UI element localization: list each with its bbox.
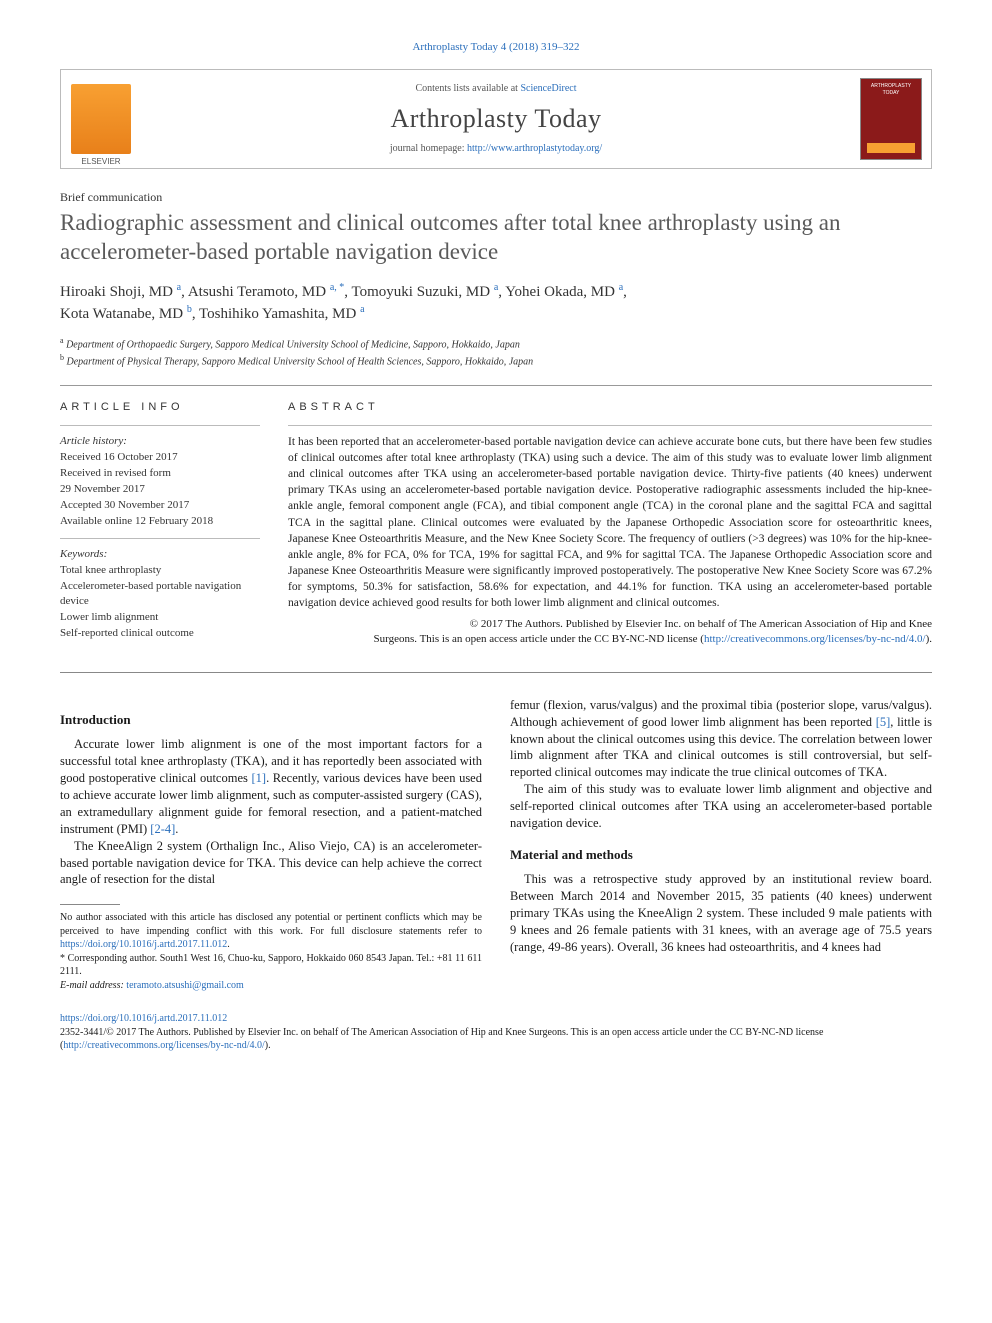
article-info-label: ARTICLE INFO bbox=[60, 400, 260, 415]
journal-header: Contents lists available at ScienceDirec… bbox=[60, 69, 932, 169]
email-link[interactable]: teramoto.atsushi@gmail.com bbox=[126, 980, 244, 991]
article-info-panel: ARTICLE INFO Article history: Received 1… bbox=[60, 400, 260, 648]
doi-link[interactable]: https://doi.org/10.1016/j.artd.2017.11.0… bbox=[60, 1013, 227, 1024]
abstract-text: It has been reported that an acceleromet… bbox=[288, 434, 932, 611]
publisher-logo-cell bbox=[61, 70, 141, 168]
history-item: Accepted 30 November 2017 bbox=[60, 498, 260, 514]
abstract-label: ABSTRACT bbox=[288, 400, 932, 415]
article-body: Introduction Accurate lower limb alignme… bbox=[60, 697, 932, 992]
citation-ref[interactable]: [2-4] bbox=[150, 822, 175, 836]
divider bbox=[60, 425, 260, 426]
cc-license-link[interactable]: http://creativecommons.org/licenses/by-n… bbox=[704, 633, 926, 645]
author: Toshihiko Yamashita, MD a bbox=[199, 306, 365, 322]
body-paragraph: The KneeAlign 2 system (Orthalign Inc., … bbox=[60, 838, 482, 889]
affiliation-link[interactable]: b bbox=[187, 304, 192, 315]
journal-cover-cell bbox=[851, 70, 931, 168]
journal-homepage: journal homepage: http://www.arthroplast… bbox=[149, 142, 843, 156]
article-title: Radiographic assessment and clinical out… bbox=[60, 209, 932, 267]
affiliation-link[interactable]: a bbox=[619, 282, 623, 293]
keyword: Lower limb alignment bbox=[60, 610, 260, 626]
history-item: Received 16 October 2017 bbox=[60, 450, 260, 466]
body-paragraph: This was a retrospective study approved … bbox=[510, 871, 932, 955]
history-label: Article history: bbox=[60, 434, 260, 450]
contents-available: Contents lists available at ScienceDirec… bbox=[149, 82, 843, 96]
section-heading-introduction: Introduction bbox=[60, 711, 482, 729]
issn-copyright: 2352-3441/© 2017 The Authors. Published … bbox=[60, 1026, 932, 1053]
divider bbox=[60, 538, 260, 539]
affiliation-link[interactable]: a bbox=[177, 282, 181, 293]
divider bbox=[288, 425, 932, 426]
journal-name: Arthroplasty Today bbox=[149, 101, 843, 136]
footnote-divider bbox=[60, 904, 120, 905]
journal-cover-thumb bbox=[860, 78, 922, 160]
author-list: Hiroaki Shoji, MD a, Atsushi Teramoto, M… bbox=[60, 281, 932, 325]
affiliation-row: a Department of Orthopaedic Surgery, Sap… bbox=[60, 335, 932, 352]
article-type: Brief communication bbox=[60, 189, 932, 205]
divider bbox=[60, 672, 932, 673]
keyword: Self-reported clinical outcome bbox=[60, 626, 260, 642]
body-paragraph: The aim of this study was to evaluate lo… bbox=[510, 781, 932, 832]
body-paragraph: Accurate lower limb alignment is one of … bbox=[60, 736, 482, 837]
keyword: Accelerometer-based portable navigation … bbox=[60, 579, 260, 611]
sciencedirect-link[interactable]: ScienceDirect bbox=[520, 83, 576, 94]
history-item: 29 November 2017 bbox=[60, 482, 260, 498]
corresponding-author-footnote: * Corresponding author. South1 West 16, … bbox=[60, 952, 482, 979]
author: Tomoyuki Suzuki, MD a bbox=[352, 284, 499, 300]
homepage-prefix: journal homepage: bbox=[390, 143, 467, 154]
affiliation-row: b Department of Physical Therapy, Sappor… bbox=[60, 352, 932, 369]
doi-link[interactable]: https://doi.org/10.1016/j.artd.2017.11.0… bbox=[60, 939, 227, 950]
section-heading-methods: Material and methods bbox=[510, 846, 932, 864]
citation-ref[interactable]: [5] bbox=[876, 715, 891, 729]
citation-ref[interactable]: [1] bbox=[251, 771, 266, 785]
affiliations: a Department of Orthopaedic Surgery, Sap… bbox=[60, 335, 932, 370]
conflict-footnote: No author associated with this article h… bbox=[60, 911, 482, 952]
author: Kota Watanabe, MD b bbox=[60, 306, 192, 322]
elsevier-logo bbox=[71, 84, 131, 154]
email-footnote: E-mail address: teramoto.atsushi@gmail.c… bbox=[60, 979, 482, 993]
citation-line: Arthroplasty Today 4 (2018) 319–322 bbox=[60, 40, 932, 55]
contents-prefix: Contents lists available at bbox=[415, 83, 520, 94]
cc-license-link[interactable]: http://creativecommons.org/licenses/by-n… bbox=[63, 1040, 264, 1051]
keywords-label: Keywords: bbox=[60, 547, 260, 563]
divider bbox=[60, 385, 932, 386]
header-center: Contents lists available at ScienceDirec… bbox=[141, 70, 851, 168]
affiliation-link[interactable]: a, * bbox=[330, 282, 344, 293]
history-item: Available online 12 February 2018 bbox=[60, 514, 260, 530]
author: Atsushi Teramoto, MD a, * bbox=[188, 284, 344, 300]
author: Hiroaki Shoji, MD a bbox=[60, 284, 181, 300]
abstract-panel: ABSTRACT It has been reported that an ac… bbox=[288, 400, 932, 648]
keyword: Total knee arthroplasty bbox=[60, 563, 260, 579]
history-item: Received in revised form bbox=[60, 466, 260, 482]
footnotes: No author associated with this article h… bbox=[60, 911, 482, 992]
affiliation-link[interactable]: a bbox=[360, 304, 364, 315]
abstract-copyright: © 2017 The Authors. Published by Elsevie… bbox=[288, 617, 932, 648]
page-footer: https://doi.org/10.1016/j.artd.2017.11.0… bbox=[60, 1012, 932, 1053]
author: Yohei Okada, MD a bbox=[505, 284, 623, 300]
affiliation-link[interactable]: a bbox=[494, 282, 498, 293]
body-paragraph: femur (flexion, varus/valgus) and the pr… bbox=[510, 697, 932, 781]
homepage-link[interactable]: http://www.arthroplastytoday.org/ bbox=[467, 143, 602, 154]
